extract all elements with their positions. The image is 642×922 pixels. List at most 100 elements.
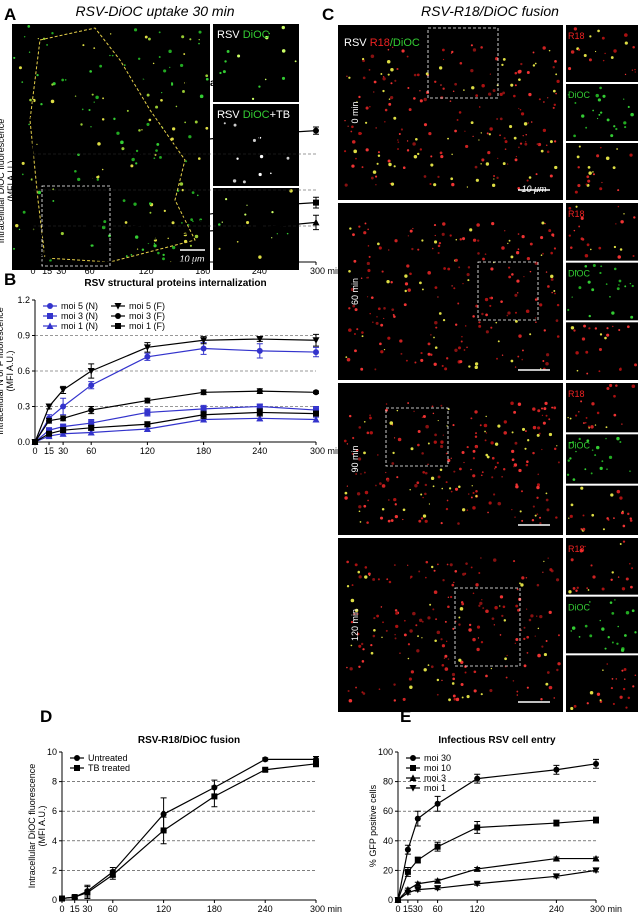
speckle (172, 127, 176, 131)
y-tick-label: 6 (23, 149, 28, 159)
speckle (534, 261, 538, 265)
speckle (103, 220, 107, 224)
legend-marker (46, 322, 54, 329)
speckle (475, 94, 479, 98)
marker (143, 425, 151, 432)
marker (414, 815, 421, 822)
speckle (601, 627, 605, 631)
speckle (437, 419, 439, 422)
speckle (29, 98, 32, 102)
speckle (458, 658, 462, 662)
speckle (511, 273, 514, 276)
speckle (367, 245, 370, 247)
speckle (461, 696, 464, 699)
speckle (258, 85, 261, 88)
speckle (402, 166, 406, 170)
speckle (363, 231, 367, 235)
marker (592, 867, 600, 874)
speckle (536, 483, 541, 487)
speckle (578, 286, 582, 290)
y-axis-label: Intracellular N or F fluorescence (0, 307, 5, 435)
speckle (402, 518, 404, 521)
speckle (137, 57, 141, 60)
speckle (386, 578, 389, 581)
speckle (555, 516, 558, 519)
speckle (50, 99, 55, 104)
speckle (431, 405, 434, 408)
speckle (429, 182, 432, 186)
speckle (358, 95, 361, 99)
speckle (344, 491, 348, 495)
speckle (491, 476, 494, 479)
speckle (13, 247, 15, 250)
speckle (502, 162, 506, 166)
x-tick-label: 180 (207, 904, 222, 914)
speckle (244, 213, 247, 216)
marker (144, 397, 151, 404)
speckle (536, 433, 540, 437)
speckle (621, 587, 626, 591)
speckle (449, 234, 452, 237)
speckle (472, 135, 474, 137)
speckle (538, 98, 541, 101)
speckle (536, 496, 539, 499)
channel-label: R18 (568, 389, 585, 399)
speckle (540, 236, 544, 240)
speckle (599, 619, 602, 622)
label-text: +TB (270, 109, 290, 121)
speckle (394, 637, 397, 640)
speckle (489, 73, 491, 75)
speckle (437, 175, 440, 179)
speckle (406, 149, 410, 152)
speckle (427, 664, 430, 667)
speckle (377, 454, 379, 456)
speckle (445, 640, 448, 643)
speckle (556, 335, 560, 338)
speckle (588, 314, 591, 318)
speckle (485, 453, 489, 457)
speckle (634, 363, 638, 367)
speckle (510, 401, 514, 406)
marker (59, 895, 65, 902)
speckle (434, 286, 438, 290)
marker (142, 236, 150, 244)
speckle (474, 435, 478, 439)
speckle (499, 134, 501, 137)
speckle (189, 38, 192, 41)
speckle (461, 602, 465, 606)
marker (144, 353, 151, 360)
speckle (467, 493, 470, 495)
marker (404, 868, 411, 875)
speckle (188, 135, 192, 139)
speckle (623, 121, 627, 125)
x-tick-label: 240 (258, 904, 273, 914)
speckle (441, 644, 446, 648)
speckle (546, 671, 550, 674)
speckle (350, 130, 353, 133)
speckle (222, 70, 226, 74)
inset-label: RSV DiOC+TB (217, 109, 290, 121)
speckle (541, 645, 544, 648)
speckle (367, 268, 371, 273)
speckle (469, 228, 473, 232)
speckle (543, 652, 548, 657)
speckle (433, 590, 438, 594)
speckle (586, 372, 589, 375)
speckle (613, 49, 617, 53)
speckle (589, 601, 591, 603)
speckle (427, 271, 431, 275)
time-label: 0 min (350, 101, 360, 123)
image-header: RSV R18/DiOC (344, 37, 420, 49)
speckle (394, 609, 398, 612)
speckle (444, 367, 448, 371)
speckle (377, 151, 380, 154)
speckle (623, 634, 627, 637)
speckle (616, 436, 620, 441)
speckle (502, 57, 506, 61)
speckle (125, 255, 128, 258)
speckle (424, 483, 428, 487)
label-text: RSV (217, 29, 240, 41)
speckle (399, 339, 403, 343)
speckle (406, 140, 409, 142)
speckle (522, 134, 524, 137)
